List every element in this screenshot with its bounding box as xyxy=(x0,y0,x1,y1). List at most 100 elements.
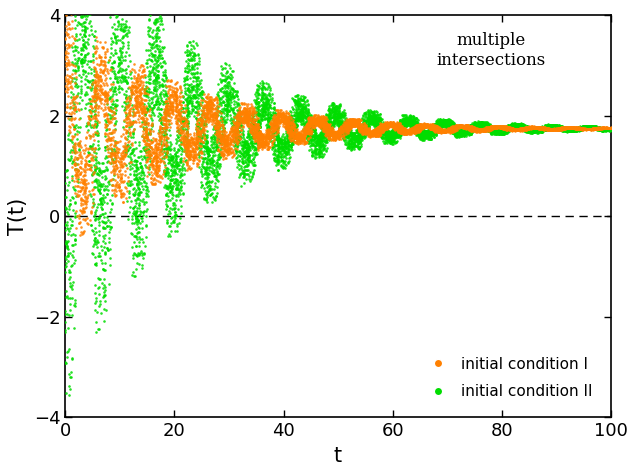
Point xyxy=(147,156,157,164)
Point xyxy=(167,206,177,213)
Point xyxy=(508,123,518,131)
Point xyxy=(460,128,470,136)
Point xyxy=(470,128,480,135)
Point xyxy=(481,121,491,128)
Point xyxy=(170,184,181,191)
Point xyxy=(368,117,378,125)
Point xyxy=(579,123,590,130)
Point xyxy=(354,128,364,135)
Point xyxy=(227,137,237,145)
Point xyxy=(569,127,579,135)
Point xyxy=(139,136,149,143)
Point xyxy=(502,125,512,133)
Point xyxy=(238,167,248,174)
Point xyxy=(448,120,459,128)
Point xyxy=(452,125,462,132)
Point xyxy=(516,122,526,129)
Point xyxy=(343,127,354,134)
Point xyxy=(148,40,158,48)
Point xyxy=(596,126,606,133)
Point xyxy=(249,118,259,125)
Point xyxy=(107,108,118,116)
Point xyxy=(422,120,432,128)
Point xyxy=(371,128,382,135)
Point xyxy=(169,91,179,98)
Point xyxy=(364,109,375,117)
Point xyxy=(495,124,506,131)
Point xyxy=(586,125,597,133)
Point xyxy=(601,124,611,131)
Point xyxy=(544,123,555,131)
Point xyxy=(151,154,161,162)
Point xyxy=(162,164,172,172)
Point xyxy=(348,139,358,147)
Point xyxy=(451,124,461,131)
Point xyxy=(191,123,201,130)
Point xyxy=(114,180,124,188)
Point xyxy=(304,124,314,131)
Point xyxy=(148,93,158,101)
Point xyxy=(348,122,358,129)
Point xyxy=(181,151,191,158)
Point xyxy=(61,239,71,247)
Point xyxy=(79,177,89,185)
Point xyxy=(461,129,471,137)
Point xyxy=(388,122,398,129)
Point xyxy=(269,121,279,129)
Point xyxy=(368,109,378,117)
Point xyxy=(257,146,267,153)
Point xyxy=(495,125,506,133)
Point xyxy=(570,125,580,133)
Point xyxy=(187,62,197,69)
Point xyxy=(602,124,612,131)
Point xyxy=(200,158,211,166)
Point xyxy=(216,133,226,140)
Point xyxy=(152,15,162,23)
Point xyxy=(523,123,533,130)
Point xyxy=(565,124,575,132)
Point xyxy=(221,105,232,113)
Point xyxy=(173,108,183,116)
Point xyxy=(391,122,401,130)
Point xyxy=(174,98,184,106)
Point xyxy=(90,36,100,44)
Point xyxy=(386,129,396,137)
Point xyxy=(227,135,237,142)
Point xyxy=(497,124,508,131)
Point xyxy=(525,125,536,132)
Point xyxy=(244,157,254,164)
Point xyxy=(242,148,252,155)
Point xyxy=(245,109,255,117)
Point xyxy=(469,127,480,134)
Point xyxy=(211,135,221,142)
Point xyxy=(597,125,607,133)
Point xyxy=(579,124,590,132)
Point xyxy=(361,128,371,136)
Point xyxy=(396,120,406,128)
Point xyxy=(538,125,548,133)
Point xyxy=(154,116,164,123)
Point xyxy=(328,107,338,115)
Point xyxy=(571,124,581,132)
Point xyxy=(567,124,577,132)
Point xyxy=(186,88,196,96)
Point xyxy=(272,128,282,136)
Point xyxy=(401,123,411,130)
Point xyxy=(380,125,390,133)
Point xyxy=(218,76,228,83)
Point xyxy=(274,113,284,121)
Point xyxy=(167,191,177,198)
Point xyxy=(401,126,411,134)
Point xyxy=(371,126,381,134)
Point xyxy=(185,38,195,46)
Point xyxy=(509,122,520,130)
Point xyxy=(548,121,558,129)
Point xyxy=(498,123,508,131)
Point xyxy=(431,126,441,133)
Point xyxy=(204,151,214,158)
Point xyxy=(383,128,393,135)
Point xyxy=(158,136,169,143)
Point xyxy=(156,124,166,131)
Point xyxy=(279,136,289,143)
Point xyxy=(463,123,473,131)
